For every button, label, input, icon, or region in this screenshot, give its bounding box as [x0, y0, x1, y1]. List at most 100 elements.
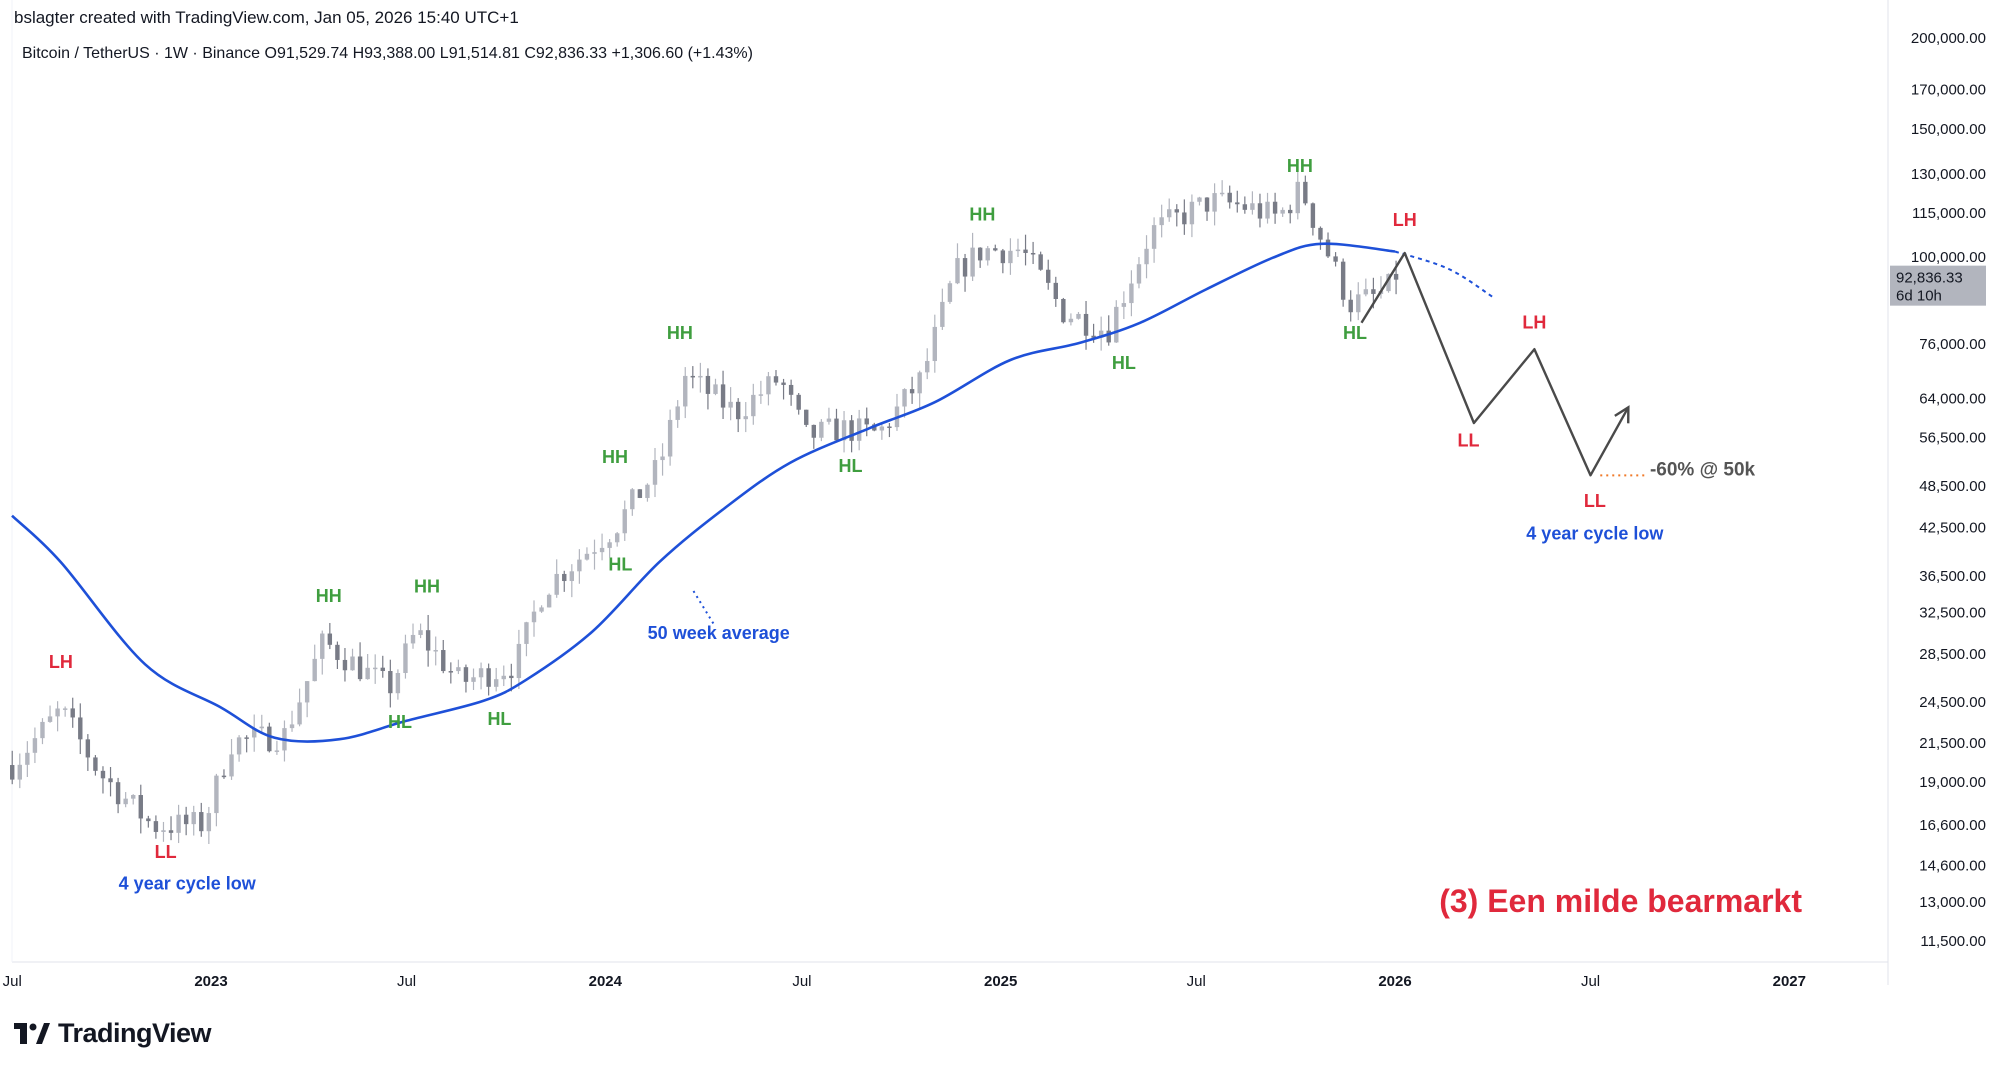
candle-body[interactable] — [40, 721, 45, 739]
tradingview-brand[interactable]: TradingView — [14, 1018, 212, 1049]
candle-body[interactable] — [1121, 303, 1127, 307]
candle-body[interactable] — [433, 650, 438, 652]
candle-body[interactable] — [289, 724, 295, 729]
candle-body[interactable] — [471, 677, 476, 682]
candle-body[interactable] — [456, 667, 461, 672]
candle-body[interactable] — [856, 418, 862, 441]
candle-body[interactable] — [418, 630, 423, 635]
candle-body[interactable] — [788, 384, 794, 395]
candle-body[interactable] — [267, 726, 272, 752]
candle-body[interactable] — [796, 394, 801, 410]
candle-body[interactable] — [395, 673, 401, 694]
candle-body[interactable] — [562, 573, 567, 582]
candle-body[interactable] — [614, 533, 620, 543]
candle-body[interactable] — [1030, 252, 1036, 255]
candle-body[interactable] — [1159, 217, 1164, 226]
candle-body[interactable] — [554, 573, 559, 595]
candle-body[interactable] — [146, 818, 151, 822]
candle-body[interactable] — [1318, 227, 1323, 240]
candle-body[interactable] — [70, 708, 75, 718]
candle-body[interactable] — [214, 775, 219, 814]
candle-body[interactable] — [25, 752, 30, 765]
candle-body[interactable] — [705, 375, 711, 394]
candle-body[interactable] — [1295, 181, 1300, 214]
candle-body[interactable] — [1257, 203, 1263, 219]
candle-body[interactable] — [123, 798, 128, 805]
candle-body[interactable] — [441, 650, 446, 672]
candle-body[interactable] — [1182, 212, 1187, 225]
candle-body[interactable] — [373, 667, 378, 670]
candle-body[interactable] — [811, 424, 817, 438]
candle-body[interactable] — [1272, 201, 1278, 214]
candle-body[interactable] — [645, 484, 650, 498]
candle-body[interactable] — [55, 708, 60, 717]
candle-body[interactable] — [592, 552, 597, 554]
candle-body[interactable] — [501, 675, 506, 680]
candle-body[interactable] — [698, 375, 703, 378]
candle-body[interactable] — [100, 770, 106, 779]
ma-50-week-line[interactable] — [11, 242, 1396, 743]
candle-body[interactable] — [191, 812, 196, 825]
candle-body[interactable] — [902, 389, 907, 407]
candle-body[interactable] — [17, 764, 22, 780]
candle-body[interactable] — [690, 375, 696, 378]
candle-body[interactable] — [531, 611, 537, 623]
candle-body[interactable] — [947, 283, 953, 302]
candle-body[interactable] — [887, 426, 892, 428]
candle-body[interactable] — [478, 668, 484, 678]
candle-body[interactable] — [1310, 203, 1316, 228]
candle-body[interactable] — [85, 739, 91, 758]
candle-body[interactable] — [380, 667, 385, 672]
projection-path[interactable] — [1360, 251, 1630, 477]
candle-body[interactable] — [925, 361, 930, 373]
candle-body[interactable] — [1212, 193, 1217, 212]
candle-body[interactable] — [259, 726, 264, 729]
candle-body[interactable] — [335, 644, 340, 660]
candle-body[interactable] — [781, 382, 786, 385]
candle-body[interactable] — [244, 737, 249, 739]
candle-body[interactable] — [304, 681, 310, 703]
candle-body[interactable] — [342, 659, 348, 671]
candle-body[interactable] — [236, 737, 242, 755]
candle-body[interactable] — [577, 559, 582, 572]
candle-body[interactable] — [834, 418, 839, 441]
candle-body[interactable] — [1174, 209, 1179, 213]
candle-body[interactable] — [448, 671, 454, 673]
candle-body[interactable] — [161, 830, 166, 832]
candle-body[interactable] — [10, 765, 15, 780]
candle-body[interactable] — [683, 375, 688, 407]
candle-body[interactable] — [1288, 209, 1293, 214]
candle-body[interactable] — [1046, 269, 1051, 283]
candle-body[interactable] — [546, 594, 552, 608]
candle-body[interactable] — [1363, 289, 1369, 295]
candle-body[interactable] — [524, 622, 529, 644]
candle-body[interactable] — [1197, 197, 1202, 202]
candle-body[interactable] — [1136, 264, 1142, 284]
candle-body[interactable] — [864, 418, 869, 425]
candle-body[interactable] — [955, 258, 960, 284]
candle-body[interactable] — [403, 643, 408, 674]
candle-body[interactable] — [819, 421, 824, 438]
candle-body[interactable] — [539, 607, 544, 612]
candle-body[interactable] — [516, 643, 522, 679]
candle-body[interactable] — [357, 656, 363, 680]
candle-body[interactable] — [229, 754, 234, 777]
candle-body[interactable] — [1333, 256, 1338, 262]
candle-body[interactable] — [47, 716, 53, 722]
candle-body[interactable] — [463, 667, 469, 682]
candle-body[interactable] — [879, 426, 885, 431]
candle-body[interactable] — [1083, 313, 1089, 336]
candle-body[interactable] — [221, 775, 227, 778]
candle-body[interactable] — [932, 326, 937, 362]
candle-body[interactable] — [713, 384, 718, 394]
candle-body[interactable] — [183, 814, 189, 825]
candle-body[interactable] — [735, 401, 741, 420]
candle-body[interactable] — [1068, 318, 1074, 323]
candle-body[interactable] — [962, 258, 968, 277]
candle-body[interactable] — [1356, 294, 1361, 313]
candle-body[interactable] — [1151, 225, 1157, 249]
candle-body[interactable] — [1106, 330, 1111, 343]
candle-body[interactable] — [841, 420, 847, 441]
candle-body[interactable] — [909, 389, 915, 394]
candle-body[interactable] — [970, 247, 975, 277]
